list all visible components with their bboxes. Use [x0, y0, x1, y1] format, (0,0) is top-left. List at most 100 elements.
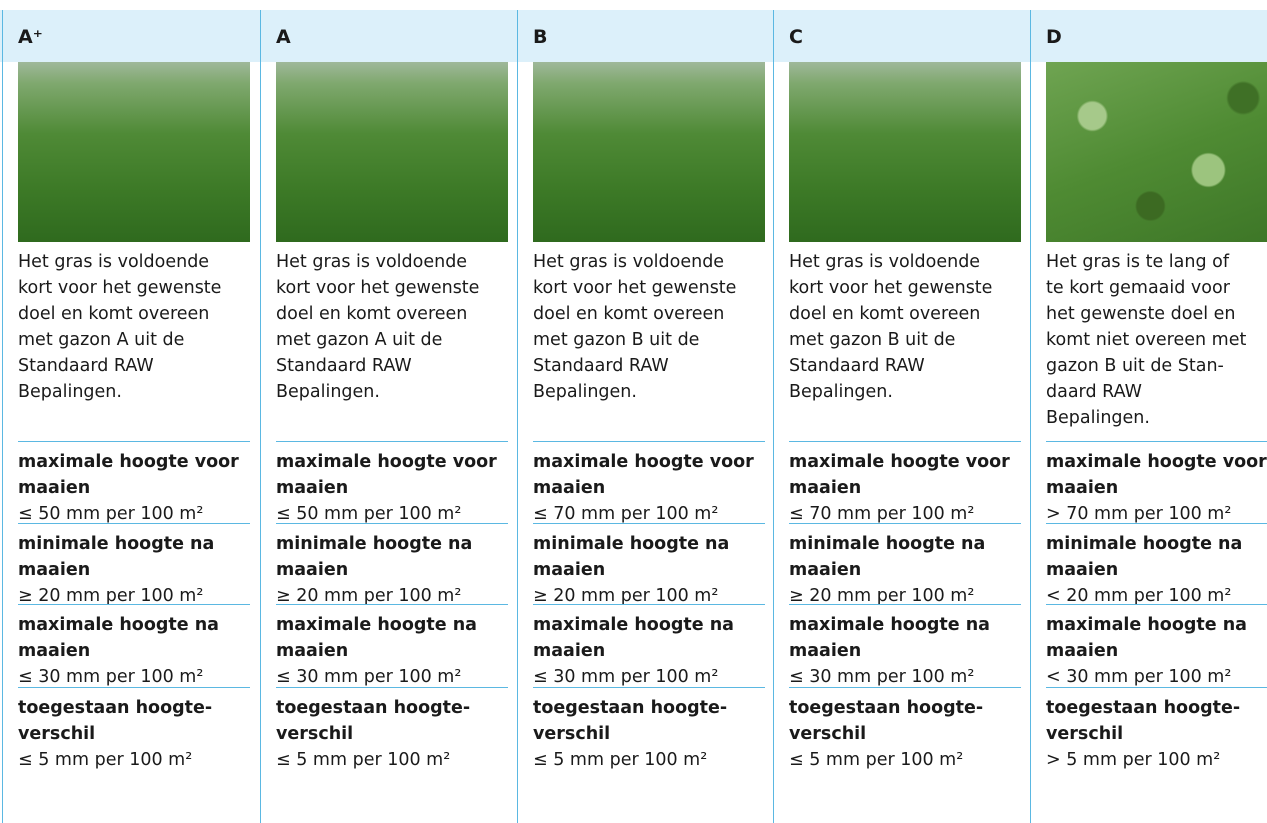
criterion-label: minimale hoogte na	[533, 534, 730, 554]
description-line: Standaard RAW	[533, 356, 669, 376]
separator	[276, 523, 508, 524]
criterion-value: < 20 mm per 100 m²	[1046, 586, 1232, 606]
criterion-label: minimale hoogte na	[1046, 534, 1243, 554]
separator	[789, 523, 1021, 524]
grade-label: B	[533, 26, 548, 48]
criterion-label: verschil	[1046, 724, 1124, 744]
separator	[18, 687, 250, 688]
separator	[789, 687, 1021, 688]
criterion-label: maaien	[789, 641, 862, 661]
criterion-value: ≤ 50 mm per 100 m²	[276, 504, 462, 524]
criterion-label: maaien	[276, 641, 349, 661]
criterion-label: maximale hoogte voor	[789, 452, 1010, 472]
criterion-value: ≥ 20 mm per 100 m²	[789, 586, 975, 606]
criterion-label: verschil	[18, 724, 96, 744]
criterion-label: maximale hoogte voor	[276, 452, 497, 472]
column-divider	[517, 10, 518, 823]
criterion-label: maximale hoogte na	[1046, 615, 1247, 635]
grass-photo	[1046, 62, 1267, 242]
criterion-value: ≤ 30 mm per 100 m²	[533, 667, 719, 687]
criterion-label: maaien	[1046, 478, 1119, 498]
criterion-label: maaien	[1046, 641, 1119, 661]
separator	[1046, 523, 1267, 524]
criterion-label: verschil	[533, 724, 611, 744]
grade-label: C	[789, 26, 803, 48]
criterion-value: ≤ 5 mm per 100 m²	[276, 750, 451, 770]
description-line: met gazon B uit de	[533, 330, 700, 350]
separator	[789, 604, 1021, 605]
description-line: Het gras is voldoende	[789, 252, 981, 272]
separator	[533, 687, 765, 688]
grass-photo	[276, 62, 508, 242]
separator	[18, 441, 250, 442]
criterion-label: toegestaan hoogte-	[276, 698, 471, 718]
description-line: doel en komt overeen	[18, 304, 210, 324]
criterion-label: maaien	[276, 560, 349, 580]
column-divider	[1030, 10, 1031, 823]
criterion-value: ≤ 30 mm per 100 m²	[276, 667, 462, 687]
criterion-label: verschil	[789, 724, 867, 744]
criterion-value: < 30 mm per 100 m²	[1046, 667, 1232, 687]
criterion-value: > 70 mm per 100 m²	[1046, 504, 1232, 524]
column-divider	[260, 10, 261, 823]
criterion-label: maximale hoogte na	[18, 615, 219, 635]
criterion-label: maaien	[789, 560, 862, 580]
criterion-label: maximale hoogte voor	[18, 452, 239, 472]
criterion-label: maximale hoogte na	[533, 615, 734, 635]
grass-photo	[789, 62, 1021, 242]
description-line: Bepalingen.	[1046, 408, 1150, 428]
description-line: te kort gemaaid voor	[1046, 278, 1230, 298]
criterion-value: ≤ 70 mm per 100 m²	[789, 504, 975, 524]
description-line: Bepalingen.	[276, 382, 380, 402]
criterion-value: ≤ 30 mm per 100 m²	[789, 667, 975, 687]
separator	[276, 604, 508, 605]
grade-label: A	[276, 26, 291, 48]
description-line: met gazon A uit de	[276, 330, 443, 350]
criterion-label: verschil	[276, 724, 354, 744]
separator	[789, 441, 1021, 442]
grade-label: D	[1046, 26, 1062, 48]
criterion-label: minimale hoogte na	[18, 534, 215, 554]
criterion-label: maximale hoogte na	[789, 615, 990, 635]
criterion-value: ≥ 20 mm per 100 m²	[533, 586, 719, 606]
column-divider	[2, 10, 3, 823]
grass-photo	[533, 62, 765, 242]
separator	[18, 604, 250, 605]
description-line: Het gras is te lang of	[1046, 252, 1230, 272]
criterion-label: maaien	[276, 478, 349, 498]
description-line: kort voor het gewenste	[18, 278, 222, 298]
criterion-label: maximale hoogte na	[276, 615, 477, 635]
criterion-value: ≥ 20 mm per 100 m²	[276, 586, 462, 606]
description-line: komt niet overeen met	[1046, 330, 1247, 350]
separator	[533, 523, 765, 524]
criterion-label: toegestaan hoogte-	[789, 698, 984, 718]
criterion-label: minimale hoogte na	[789, 534, 986, 554]
description-line: kort voor het gewenste	[276, 278, 480, 298]
criterion-value: ≥ 20 mm per 100 m²	[18, 586, 204, 606]
description-line: met gazon B uit de	[789, 330, 956, 350]
description-line: het gewenste doel en	[1046, 304, 1236, 324]
separator	[533, 441, 765, 442]
description-line: Standaard RAW	[276, 356, 412, 376]
criterion-label: toegestaan hoogte-	[18, 698, 213, 718]
criterion-label: maaien	[533, 560, 606, 580]
criterion-value: ≤ 5 mm per 100 m²	[533, 750, 708, 770]
description-line: met gazon A uit de	[18, 330, 185, 350]
description-line: Bepalingen.	[789, 382, 893, 402]
criterion-label: maaien	[533, 478, 606, 498]
separator	[1046, 687, 1267, 688]
description-line: kort voor het gewenste	[533, 278, 737, 298]
grade-label: A⁺	[18, 26, 43, 48]
criterion-value: ≤ 70 mm per 100 m²	[533, 504, 719, 524]
description-line: doel en komt overeen	[789, 304, 981, 324]
criterion-label: toegestaan hoogte-	[1046, 698, 1241, 718]
criterion-label: maximale hoogte voor	[533, 452, 754, 472]
criterion-value: > 5 mm per 100 m²	[1046, 750, 1221, 770]
criterion-value: ≤ 50 mm per 100 m²	[18, 504, 204, 524]
criterion-value: ≤ 30 mm per 100 m²	[18, 667, 204, 687]
criterion-label: maaien	[533, 641, 606, 661]
description-line: Het gras is voldoende	[18, 252, 210, 272]
description-line: Bepalingen.	[18, 382, 122, 402]
description-line: Bepalingen.	[533, 382, 637, 402]
